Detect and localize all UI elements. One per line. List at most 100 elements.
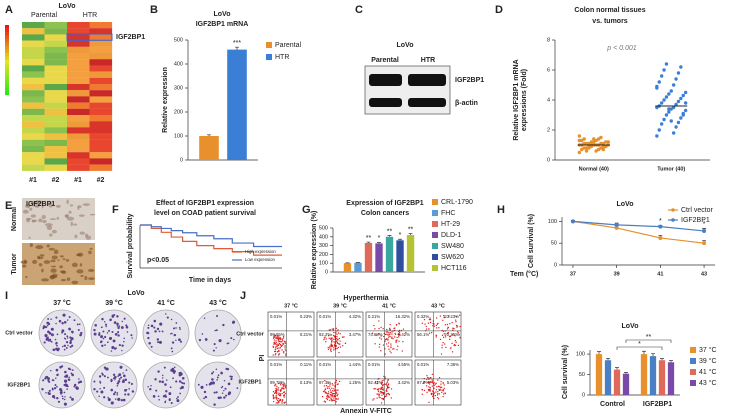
row-label: Ctrl vector	[236, 331, 264, 337]
flow-event	[456, 325, 459, 327]
colony	[225, 394, 228, 397]
dish	[90, 309, 138, 357]
flow-event	[339, 333, 341, 335]
colony	[124, 388, 127, 392]
flow-event	[431, 373, 433, 375]
flow-event	[285, 354, 287, 356]
legend-label: FHC	[441, 210, 455, 217]
ihc-texture	[75, 253, 82, 257]
flow-event	[449, 335, 452, 337]
flow-event	[330, 338, 332, 340]
heatmap-cell	[67, 102, 90, 109]
ihc-texture	[88, 250, 92, 255]
x-tick-label: IGF2BP1	[643, 401, 672, 408]
flow-event	[332, 393, 334, 395]
y-tick-label: 100	[174, 133, 183, 139]
colony	[50, 333, 54, 337]
quadrant-percent: 0.01%	[270, 362, 282, 367]
legend-label: High expression	[245, 249, 276, 254]
heatmap-cell	[89, 59, 113, 66]
blot-band	[369, 74, 402, 86]
flow-event	[398, 330, 400, 333]
flow-event	[380, 388, 382, 390]
colony	[157, 370, 160, 373]
flow-event	[373, 324, 375, 327]
heatmap-cell	[89, 115, 113, 122]
colony	[124, 393, 127, 396]
row-label: Normal	[11, 207, 18, 231]
flow-event	[437, 391, 439, 393]
quadrant-percent: 0.21%	[368, 314, 380, 319]
color-scale	[5, 77, 9, 82]
ihc-texture	[35, 245, 44, 250]
flow-event	[446, 323, 449, 326]
colony	[236, 387, 239, 390]
colony	[165, 390, 168, 393]
colony	[178, 338, 181, 342]
chart-title: LoVo	[622, 323, 639, 330]
flow-event	[333, 388, 335, 390]
flow-event	[330, 346, 333, 348]
heatmap-cell	[22, 139, 45, 147]
flow-event	[336, 336, 338, 338]
dot	[662, 68, 666, 72]
flow-event	[435, 336, 437, 338]
flow-plot	[267, 359, 315, 406]
flow-event	[280, 398, 282, 401]
flow-event	[433, 397, 435, 399]
bar	[375, 243, 383, 272]
flow-event	[375, 388, 377, 390]
colony	[101, 372, 103, 375]
dot	[669, 119, 673, 123]
error-bar	[408, 233, 413, 236]
ihc-texture	[69, 204, 74, 207]
ihc-texture	[53, 249, 59, 255]
highlight-box	[66, 33, 113, 41]
flow-event	[280, 384, 282, 386]
colony	[178, 326, 181, 329]
flow-event	[273, 339, 275, 341]
colony	[112, 373, 116, 377]
heatmap-cell	[22, 40, 45, 47]
flow-event	[334, 389, 336, 391]
colony	[66, 388, 68, 390]
flow-event	[332, 329, 334, 331]
significance: *	[399, 232, 402, 239]
bar	[649, 356, 657, 395]
heatmap-cell	[67, 40, 90, 47]
flow-event	[279, 337, 281, 339]
flow-event	[283, 396, 285, 398]
colony	[56, 333, 59, 336]
heatmap-cell	[22, 121, 45, 128]
colony	[175, 380, 178, 383]
quadrant-percent: 7.36%	[447, 362, 459, 367]
flow-event	[394, 333, 397, 335]
flow-event	[428, 318, 431, 321]
colony	[175, 327, 177, 329]
flow-event	[428, 378, 430, 380]
flow-event	[277, 344, 279, 346]
flow-event	[385, 389, 388, 391]
colony	[56, 396, 59, 400]
ihc-texture	[42, 219, 47, 224]
flow-event	[276, 389, 278, 391]
flow-event	[275, 387, 277, 390]
ihc-texture	[29, 207, 33, 211]
legend-swatch	[432, 221, 438, 227]
colony	[217, 396, 221, 400]
ihc-texture	[41, 268, 44, 273]
ihc-texture	[34, 200, 43, 205]
flow-event	[333, 399, 335, 401]
flow-event	[277, 394, 279, 396]
color-scale	[5, 28, 9, 33]
quadrant-percent: 0.01%	[319, 314, 331, 319]
y-axis-label: Relative IGF2BP1 mRNA	[513, 59, 520, 140]
flow-event	[441, 391, 443, 394]
legend-label: Low expression	[245, 257, 275, 262]
ihc-texture	[70, 221, 73, 227]
colony	[230, 337, 233, 340]
colony	[68, 316, 71, 319]
colony	[113, 321, 117, 324]
flow-event	[278, 401, 280, 404]
colony	[221, 385, 224, 388]
